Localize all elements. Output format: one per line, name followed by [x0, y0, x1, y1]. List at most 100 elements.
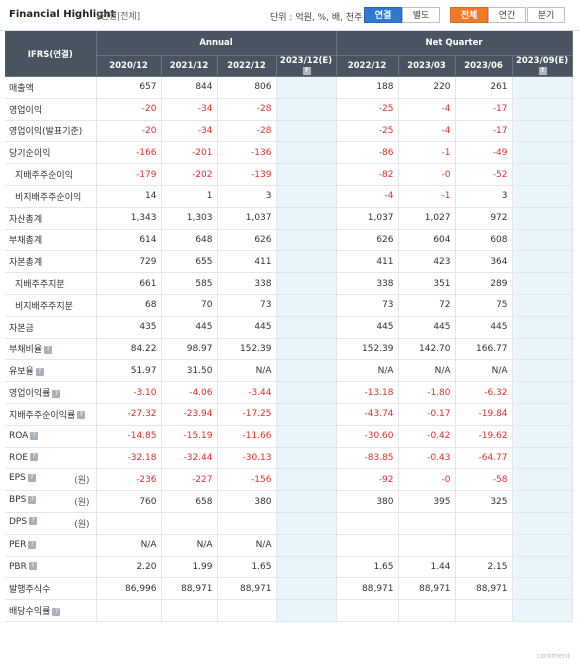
table-cell: 380	[336, 490, 399, 513]
table-cell	[512, 207, 573, 230]
table-cell: 423	[398, 250, 456, 274]
row-label: 영업이익(발표기준)	[5, 120, 97, 143]
table-cell: 626	[336, 229, 399, 252]
table-cell: -156	[217, 468, 277, 492]
table-cell: 1,343	[96, 207, 162, 230]
question-icon[interactable]: ?	[27, 473, 36, 482]
table-cell	[512, 403, 573, 426]
table-cell: -20	[96, 120, 162, 143]
row-label: 당기순이익	[5, 141, 97, 165]
table-cell	[512, 120, 573, 143]
table-cell: -52	[455, 163, 513, 186]
table-cell	[276, 250, 337, 274]
table-cell: N/A	[455, 359, 513, 383]
table-cell: 364	[455, 250, 513, 274]
table-cell: -236	[96, 468, 162, 492]
row-label: PER?	[5, 534, 97, 557]
table-cell	[512, 250, 573, 274]
table-cell: 88,971	[398, 577, 456, 601]
question-icon[interactable]: ?	[29, 517, 38, 526]
table-cell: N/A	[161, 534, 218, 557]
table-cell: 70	[161, 294, 218, 317]
table-cell	[512, 577, 573, 601]
question-icon[interactable]: ?	[28, 540, 37, 549]
table-row: 유보율? 51.97 31.50 N/A N/A N/A N/A	[5, 359, 573, 383]
table-cell: N/A	[336, 359, 399, 383]
table-cell: -3.44	[217, 381, 277, 404]
table-cell: 1,303	[161, 207, 218, 230]
table-cell: -227	[161, 468, 218, 492]
question-icon[interactable]: ?	[30, 453, 39, 462]
period-header: 2022/12	[217, 55, 277, 77]
row-label: 비지배주주지분	[5, 294, 97, 317]
table-cell: 614	[96, 229, 162, 252]
annual-button[interactable]: 연간	[488, 7, 526, 23]
table-cell: 75	[455, 294, 513, 317]
estimate-info-icon[interactable]: ?	[302, 66, 311, 75]
table-cell: -34	[161, 120, 218, 143]
table-cell: 1	[161, 185, 218, 208]
table-cell	[398, 534, 456, 557]
question-icon[interactable]: ?	[28, 562, 37, 571]
table-cell: 289	[455, 272, 513, 295]
table-cell: -139	[217, 163, 277, 186]
row-label: 부채총계	[5, 229, 97, 252]
quarter-group-header: Net Quarter	[336, 31, 573, 56]
table-row: 비지배주주지분 68 70 73 73 72 75	[5, 294, 573, 317]
table-cell: 435	[96, 316, 162, 339]
consolidated-button[interactable]: 연결	[364, 7, 402, 23]
question-icon[interactable]: ?	[30, 431, 39, 440]
table-cell: -34	[161, 98, 218, 121]
table-cell	[512, 316, 573, 339]
table-row: 지배주주순이익 -179 -202 -139 -82 -0 -52	[5, 163, 573, 186]
table-cell: -0.43	[398, 447, 456, 470]
table-cell: -28	[217, 98, 277, 121]
question-icon[interactable]: ?	[52, 607, 61, 616]
table-cell: -1	[398, 141, 456, 165]
table-cell: 585	[161, 272, 218, 295]
table-cell: -64.77	[455, 447, 513, 470]
row-label: 매출액	[5, 76, 97, 99]
table-cell	[512, 468, 573, 492]
table-row: 매출액 657 844 806 188 220 261	[5, 76, 573, 99]
table-cell: -17.25	[217, 403, 277, 426]
table-cell: -4	[336, 185, 399, 208]
corner-header: IFRS(연결)	[5, 31, 97, 77]
question-icon[interactable]: ?	[44, 345, 53, 354]
quarter-button[interactable]: 분기	[527, 7, 565, 23]
table-cell: 411	[336, 250, 399, 274]
table-row: 지배주주순이익률? -27.32 -23.94 -17.25 -43.74 -0.17 -1…	[5, 403, 573, 426]
all-button[interactable]: 전체	[450, 7, 488, 23]
table-cell: -1	[398, 185, 456, 208]
table-row: 배당수익률?	[5, 599, 573, 622]
table-cell	[455, 599, 513, 622]
question-icon[interactable]: ?	[77, 411, 86, 420]
table-cell	[96, 599, 162, 622]
question-icon[interactable]: ?	[52, 389, 61, 398]
question-icon[interactable]: ?	[35, 367, 44, 376]
comment-label: comment	[536, 652, 570, 660]
table-row: 영업이익(발표기준) -20 -34 -28 -25 -4 -17	[5, 120, 573, 143]
table-cell: 2.15	[455, 556, 513, 579]
table-cell: 3	[455, 185, 513, 208]
table-cell: -43.74	[336, 403, 399, 426]
table-cell	[398, 599, 456, 622]
table-cell	[276, 359, 337, 383]
table-cell: -58	[455, 468, 513, 492]
table-row: 영업이익률? -3.10 -4.06 -3.44 -13.18 -1.80 -6.32	[5, 381, 573, 404]
table-cell: 351	[398, 272, 456, 295]
row-label: 발행주식수	[5, 577, 97, 601]
table-cell	[512, 76, 573, 99]
table-cell: 152.39	[217, 338, 277, 361]
table-cell: -202	[161, 163, 218, 186]
table-cell	[512, 447, 573, 470]
separate-button[interactable]: 별도	[402, 7, 440, 23]
table-cell: -25	[336, 120, 399, 143]
question-icon[interactable]: ?	[28, 495, 37, 504]
table-cell: 445	[161, 316, 218, 339]
table-cell: 73	[336, 294, 399, 317]
unit-label: 단위 : 억원, %, 배, 천주	[270, 13, 363, 23]
row-label: 자본총계	[5, 250, 97, 274]
table-cell: 608	[455, 229, 513, 252]
estimate-info-icon[interactable]: ?	[538, 66, 547, 75]
